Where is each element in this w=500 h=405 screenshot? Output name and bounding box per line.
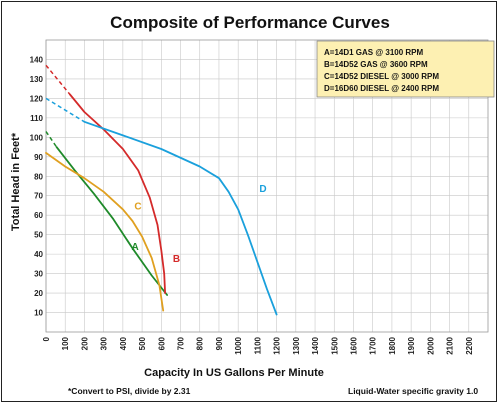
- legend-entry-b: B=14D52 GAS @ 3600 RPM: [324, 60, 428, 69]
- y-tick-label: 70: [34, 192, 43, 201]
- plot-border: [45, 39, 489, 333]
- series-b-line: [69, 93, 167, 295]
- y-tick-label: 20: [34, 289, 43, 298]
- series-d-line: [83, 120, 278, 316]
- x-tick-label: 1300: [292, 336, 301, 354]
- x-tick-label: 2200: [465, 336, 474, 354]
- y-tick-label: 130: [30, 75, 44, 84]
- series-c-line: [45, 151, 165, 312]
- x-tick-label: 400: [119, 336, 128, 350]
- x-tick-label: 1600: [349, 336, 358, 354]
- x-tick-label: 0: [42, 336, 51, 341]
- x-tick-label: 1700: [369, 336, 378, 354]
- legend-entry-c: C=14D52 DIESEL @ 3000 RPM: [324, 72, 439, 81]
- curve-label-a: A: [132, 242, 139, 253]
- x-tick-label: 600: [157, 336, 166, 350]
- series-a-line: [55, 146, 169, 296]
- x-tick-label: 500: [138, 336, 147, 350]
- x-tick-label: 1100: [253, 336, 262, 354]
- x-tick-label: 1500: [330, 336, 339, 354]
- y-tick-label: 90: [34, 153, 43, 162]
- y-tick-label: 10: [34, 309, 43, 318]
- x-tick-label: 800: [196, 336, 205, 350]
- curve-label-b: B: [173, 254, 180, 265]
- x-tick-label: 1000: [234, 336, 243, 354]
- x-tick-label: 100: [61, 336, 70, 350]
- x-tick-label: 2000: [426, 336, 435, 354]
- y-tick-label: 110: [30, 114, 43, 123]
- y-tick-labels: 10 20 30 40 50 60 70 80 90 100 110 120 130 140: [30, 55, 44, 317]
- plot-area: [45, 39, 489, 333]
- x-tick-label: 1900: [407, 336, 416, 354]
- chart-title: Composite of Performance Curves: [110, 13, 390, 32]
- curve-labels: A B C D: [132, 184, 267, 265]
- x-tick-label: 1200: [273, 336, 282, 354]
- legend-entry-d: D=16D60 DIESEL @ 2400 RPM: [324, 84, 439, 93]
- y-tick-label: 30: [34, 270, 43, 279]
- legend: A=14D1 GAS @ 3100 RPM B=14D52 GAS @ 3600…: [316, 40, 495, 98]
- series-d-extrapolation: [45, 97, 85, 123]
- curve-label-c: C: [134, 201, 141, 212]
- x-axis-label: Capacity In US Gallons Per Minute: [144, 367, 324, 379]
- footnote-psi: *Convert to PSI, divide by 2.31: [68, 386, 191, 396]
- x-tick-label: 1400: [311, 336, 320, 354]
- x-tick-label: 200: [80, 336, 89, 350]
- y-tick-label: 60: [34, 211, 43, 220]
- y-axis-label: Total Head in Feet*: [10, 132, 22, 231]
- y-tick-label: 50: [34, 231, 43, 240]
- series-a-extrapolation: [45, 131, 58, 148]
- x-tick-label: 700: [177, 336, 186, 350]
- x-tick-label: 300: [100, 336, 109, 350]
- x-tick-labels: 0 100 200 300 400 500 600 700 800 900 1000 1100 1200…: [42, 336, 474, 354]
- x-tick-label: 900: [215, 336, 224, 350]
- grid: [45, 40, 488, 332]
- curve-label-d: D: [259, 184, 266, 195]
- y-tick-label: 120: [30, 94, 44, 103]
- x-tick-label: 1800: [388, 336, 397, 354]
- y-tick-label: 40: [34, 250, 43, 259]
- y-tick-label: 100: [30, 133, 44, 142]
- legend-entry-a: A=14D1 GAS @ 3100 RPM: [324, 48, 424, 57]
- x-tick-label: 2100: [446, 336, 455, 354]
- footnote-liquid: Liquid-Water specific gravity 1.0: [348, 386, 478, 396]
- y-tick-label: 140: [30, 55, 44, 64]
- series-b-extrapolation: [45, 64, 71, 95]
- y-tick-label: 80: [34, 172, 43, 181]
- series-lines: [45, 64, 278, 316]
- legend-box: [316, 40, 495, 98]
